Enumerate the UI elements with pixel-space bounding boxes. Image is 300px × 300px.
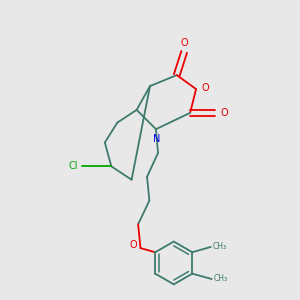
Text: CH₃: CH₃	[213, 242, 227, 251]
Text: O: O	[181, 38, 189, 48]
Text: O: O	[221, 108, 228, 118]
Text: Cl: Cl	[69, 161, 78, 171]
Text: O: O	[130, 241, 137, 250]
Text: O: O	[201, 82, 209, 93]
Text: CH₃: CH₃	[214, 274, 228, 284]
Text: N: N	[153, 134, 160, 144]
